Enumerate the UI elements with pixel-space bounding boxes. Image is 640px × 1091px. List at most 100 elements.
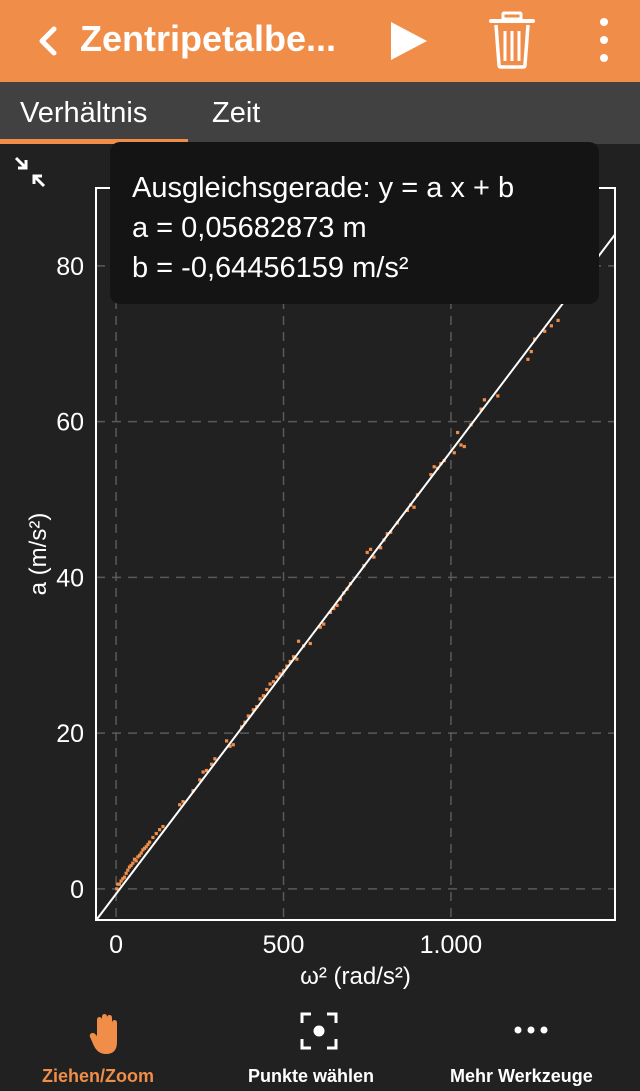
fit-result-box: Ausgleichsgerade: y = a x + b a = 0,0568… xyxy=(110,142,599,304)
fit-param-b: b = -0,64456159 m/s² xyxy=(132,252,409,284)
data-point xyxy=(139,851,143,855)
data-point xyxy=(146,842,150,847)
data-point xyxy=(127,865,132,869)
data-point xyxy=(142,846,147,850)
tab-verhaeltnis[interactable]: Verhältnis xyxy=(20,97,148,129)
y-tick-label: 20 xyxy=(56,720,84,748)
data-point xyxy=(365,550,369,555)
data-point xyxy=(281,669,286,673)
data-point xyxy=(122,875,127,879)
data-point xyxy=(496,394,500,398)
data-point xyxy=(332,606,336,611)
data-point xyxy=(529,349,533,354)
compress-icon[interactable] xyxy=(12,154,48,190)
data-point xyxy=(452,451,456,455)
data-point xyxy=(115,887,119,891)
data-point xyxy=(158,828,162,832)
data-point xyxy=(121,877,125,881)
data-point xyxy=(119,879,123,883)
tool-label-more-tools: Mehr Werkzeuge xyxy=(450,1066,593,1086)
data-point xyxy=(246,714,250,718)
tool-label-drag-zoom: Ziehen/Zoom xyxy=(42,1066,154,1086)
play-icon[interactable] xyxy=(385,18,431,64)
data-point xyxy=(295,657,299,661)
y-tick-label: 80 xyxy=(56,253,84,281)
data-point xyxy=(132,857,137,861)
data-point xyxy=(131,861,135,865)
data-point xyxy=(328,610,332,615)
data-point xyxy=(308,641,312,646)
back-chevron-icon[interactable] xyxy=(30,20,70,62)
data-point xyxy=(151,835,155,840)
tool-label-select-points: Punkte wählen xyxy=(248,1066,375,1086)
data-point xyxy=(412,505,416,509)
tool-more-tools[interactable]: Mehr Werkzeuge xyxy=(427,1000,640,1091)
data-point xyxy=(526,357,530,361)
data-point xyxy=(278,672,282,676)
tool-select-points[interactable]: Punkte wählen xyxy=(213,1000,427,1091)
data-point xyxy=(147,840,152,844)
data-point xyxy=(126,868,130,872)
tool-drag-zoom[interactable]: Ziehen/Zoom xyxy=(0,1000,213,1091)
data-point xyxy=(271,680,276,684)
trash-icon[interactable] xyxy=(488,10,536,70)
y-tick-label: 0 xyxy=(70,876,84,904)
data-point xyxy=(265,687,269,692)
data-point xyxy=(543,329,547,333)
data-point xyxy=(144,845,148,849)
data-point xyxy=(322,622,326,626)
data-point xyxy=(338,597,343,601)
data-point xyxy=(285,664,289,668)
data-point xyxy=(181,800,185,804)
experiment-title: Zentripetalbe... xyxy=(80,18,337,59)
data-point xyxy=(117,882,122,886)
hand-icon xyxy=(89,1014,117,1054)
fit-equation: Ausgleichsgerade: y = a x + b xyxy=(132,172,515,204)
y-tick-label: 60 xyxy=(56,409,84,437)
data-point xyxy=(231,743,235,747)
data-point xyxy=(385,532,389,536)
data-point xyxy=(462,444,466,449)
data-point xyxy=(137,853,142,857)
tab-bar: Verhältnis Zeit xyxy=(0,82,640,144)
data-point xyxy=(482,398,487,402)
data-point xyxy=(268,682,272,686)
top-app-bar: Zentripetalbe... xyxy=(0,0,640,82)
data-point xyxy=(368,547,373,551)
data-point xyxy=(134,859,138,863)
data-point xyxy=(204,768,209,773)
data-point xyxy=(154,831,158,836)
tab-zeit[interactable]: Zeit xyxy=(212,97,261,129)
data-point xyxy=(201,770,205,774)
data-point xyxy=(556,318,560,322)
data-point xyxy=(318,625,322,629)
x-tick-label: 0 xyxy=(109,931,123,959)
data-point xyxy=(124,871,128,875)
more-vertical-icon[interactable] xyxy=(594,16,614,66)
data-point xyxy=(228,744,232,748)
data-point xyxy=(275,675,279,679)
data-point xyxy=(198,778,202,782)
x-axis-label: ω² (rad/s²) xyxy=(300,963,411,990)
fit-line xyxy=(95,233,616,921)
data-point xyxy=(296,639,301,643)
data-point xyxy=(335,603,339,607)
data-point xyxy=(136,855,140,859)
data-point xyxy=(479,407,483,411)
data-point xyxy=(549,324,553,328)
data-point xyxy=(213,757,217,761)
data-point xyxy=(116,882,120,886)
data-point xyxy=(429,472,433,477)
data-point xyxy=(141,848,145,852)
data-point xyxy=(459,443,463,447)
data-point xyxy=(261,694,266,698)
data-point xyxy=(178,803,182,807)
data-point xyxy=(258,697,262,701)
data-point xyxy=(372,555,376,559)
data-point xyxy=(432,465,436,469)
y-tick-label: 40 xyxy=(56,564,84,592)
x-tick-label: 500 xyxy=(263,931,305,959)
select-points-icon xyxy=(300,1012,338,1050)
fit-param-a: a = 0,05682873 m xyxy=(132,212,367,244)
